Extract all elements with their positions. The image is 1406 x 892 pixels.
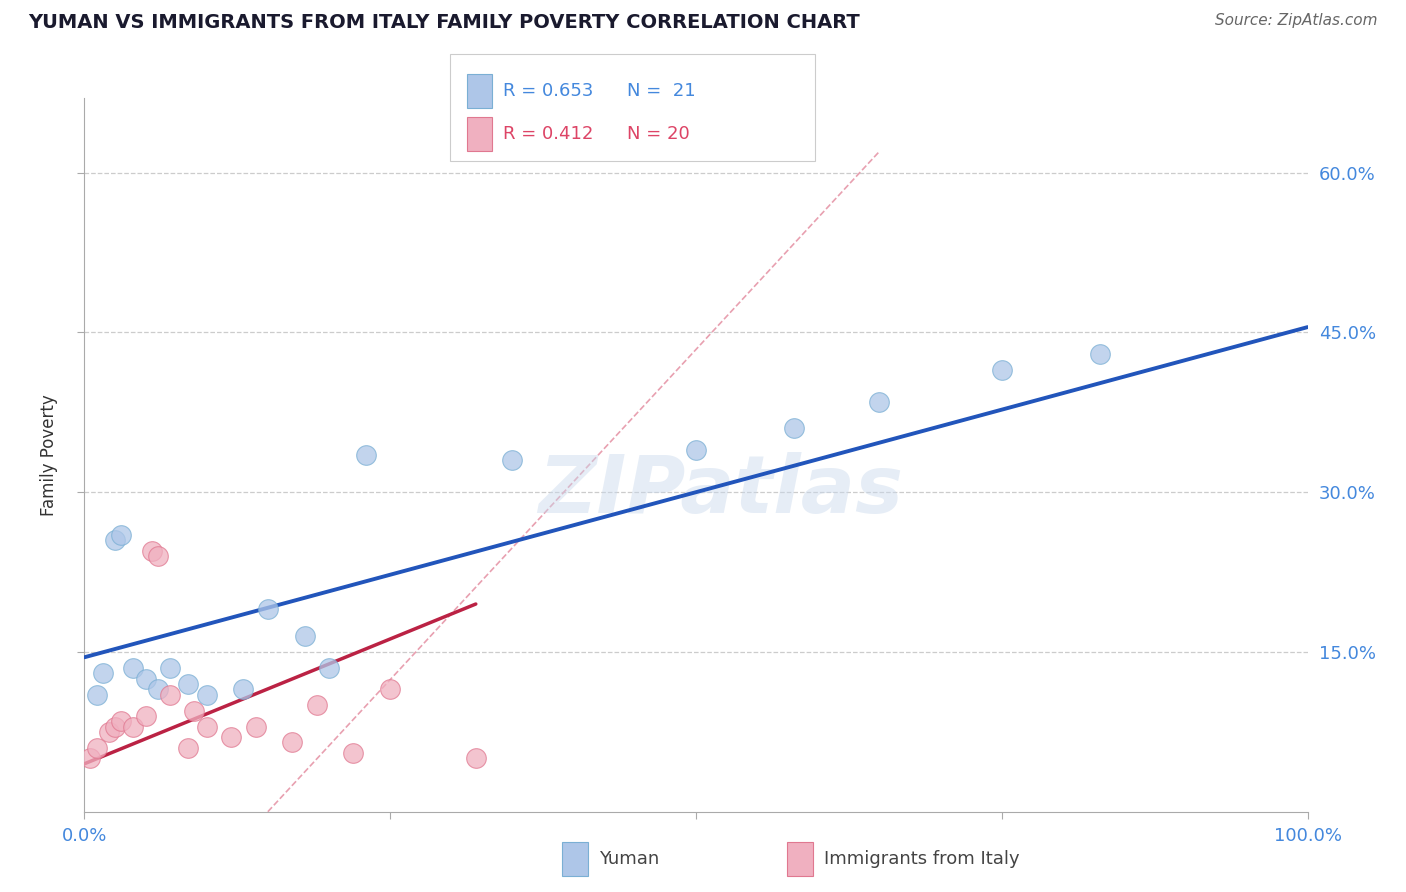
Point <box>122 719 145 733</box>
Point <box>342 746 364 760</box>
Point <box>122 661 145 675</box>
Point <box>257 602 280 616</box>
Point <box>991 362 1014 376</box>
Text: Yuman: Yuman <box>599 850 659 868</box>
Point <box>305 698 328 713</box>
Point <box>141 543 163 558</box>
Y-axis label: Family Poverty: Family Poverty <box>39 394 58 516</box>
Point <box>195 719 218 733</box>
Point <box>783 421 806 435</box>
Point <box>869 394 891 409</box>
Point <box>183 704 205 718</box>
Text: Source: ZipAtlas.com: Source: ZipAtlas.com <box>1215 13 1378 29</box>
Point <box>245 719 267 733</box>
Point <box>685 442 707 457</box>
Point <box>232 682 254 697</box>
Point <box>502 453 524 467</box>
Text: YUMAN VS IMMIGRANTS FROM ITALY FAMILY POVERTY CORRELATION CHART: YUMAN VS IMMIGRANTS FROM ITALY FAMILY PO… <box>28 13 860 32</box>
Point <box>86 688 108 702</box>
Text: Immigrants from Italy: Immigrants from Italy <box>824 850 1019 868</box>
Point <box>135 709 157 723</box>
Point <box>159 688 181 702</box>
Point <box>104 719 127 733</box>
Point <box>464 751 486 765</box>
Point <box>159 661 181 675</box>
Text: R = 0.653: R = 0.653 <box>503 82 593 100</box>
Point <box>135 672 157 686</box>
Point <box>104 533 127 548</box>
Point <box>86 740 108 755</box>
Text: N =  21: N = 21 <box>627 82 696 100</box>
Point <box>110 714 132 729</box>
Point <box>294 629 316 643</box>
Text: ZIPatlas: ZIPatlas <box>538 451 903 530</box>
Point <box>110 528 132 542</box>
Text: N = 20: N = 20 <box>627 125 690 143</box>
Text: R = 0.412: R = 0.412 <box>503 125 593 143</box>
Point <box>97 724 120 739</box>
Point <box>177 740 200 755</box>
Point <box>281 735 304 749</box>
Point <box>91 666 114 681</box>
Point <box>219 730 242 744</box>
Point <box>354 448 377 462</box>
Point <box>195 688 218 702</box>
Point <box>146 682 169 697</box>
Point <box>1088 347 1111 361</box>
Point <box>318 661 340 675</box>
Point <box>380 682 402 697</box>
Point <box>177 677 200 691</box>
Point <box>79 751 101 765</box>
Point <box>146 549 169 563</box>
